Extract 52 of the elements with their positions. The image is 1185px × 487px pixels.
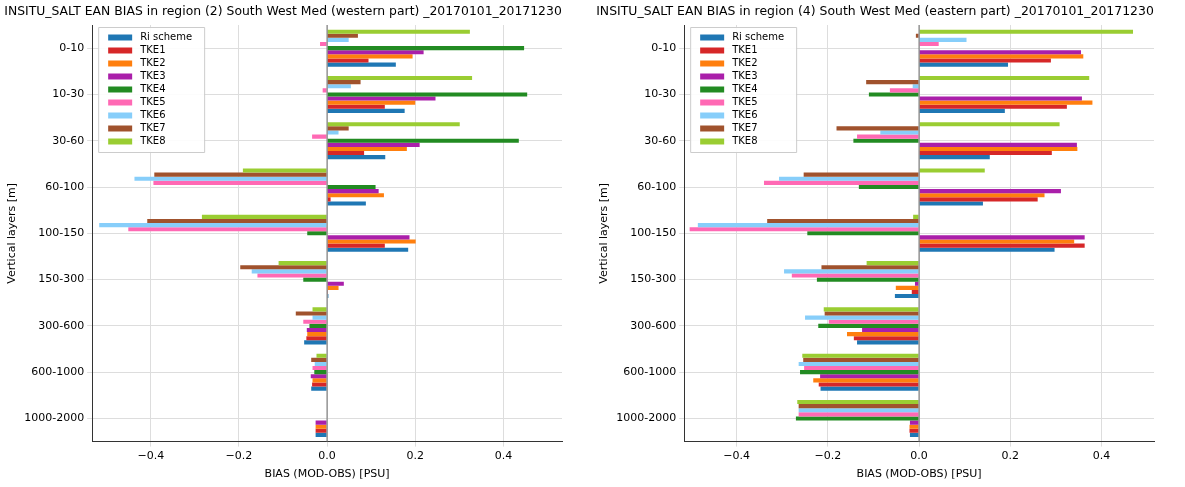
y-axis-title: Vertical layers [m] (597, 182, 611, 284)
x-axis-title: BIAS (MOD-OBS) [PSU] (264, 467, 390, 481)
x-tick-label: −0.2 (814, 449, 842, 463)
x-tick-label: 0.2 (1001, 449, 1020, 463)
x-tick-label: 0.4 (494, 449, 513, 463)
x-tick-label: −0.4 (137, 449, 165, 463)
legend-label: TKE6 (139, 109, 166, 121)
y-tick-label: 60-100 (45, 179, 85, 193)
legend-label: TKE8 (139, 135, 166, 147)
y-tick-label: 1000-2000 (616, 411, 677, 425)
legend-label: TKE2 (139, 57, 166, 69)
legend-label: TKE5 (731, 96, 758, 108)
legend-label: TKE4 (139, 83, 166, 95)
y-tick-label: 30-60 (52, 133, 85, 147)
y-tick-label: 300-600 (38, 318, 85, 332)
y-tick-label: 100-150 (38, 226, 85, 240)
legend-label: TKE8 (731, 135, 758, 147)
x-axis-title: BIAS (MOD-OBS) [PSU] (856, 467, 982, 481)
legend-label: TKE7 (139, 122, 166, 134)
y-tick-label: 0-10 (59, 41, 85, 54)
legend-label: TKE5 (139, 96, 166, 108)
x-tick-label: 0.2 (406, 449, 424, 463)
x-tick-label: 0.4 (1092, 449, 1111, 463)
chart-title: INSITU_SALT EAN BIAS in region (2) South West Med (western part) _20170101_20171230 (4, 2, 562, 18)
y-tick-label: 100-150 (630, 226, 677, 240)
y-tick-label: 30-60 (644, 133, 677, 147)
y-tick-label: 600-1000 (623, 365, 677, 379)
legend-label: Ri scheme (732, 31, 785, 43)
y-tick-label: 300-600 (630, 318, 677, 332)
y-tick-label: 150-300 (630, 272, 677, 286)
y-tick-label: 0-10 (651, 41, 677, 54)
y-tick-label: 60-100 (637, 179, 677, 193)
legend-label: Ri scheme (140, 31, 193, 43)
y-tick-label: 10-30 (644, 87, 677, 101)
legend-label: TKE1 (139, 44, 166, 56)
y-tick-label: 600-1000 (31, 365, 85, 379)
legend-label: TKE2 (731, 57, 758, 69)
legend-label: TKE6 (731, 109, 758, 121)
y-tick-label: 10-30 (52, 87, 85, 101)
y-tick-label: 150-300 (38, 272, 85, 286)
legend-label: TKE3 (731, 70, 758, 82)
legend-label: TKE7 (731, 122, 758, 134)
x-tick-label: −0.2 (225, 449, 253, 463)
legend-label: TKE3 (139, 70, 166, 82)
legend-label: TKE4 (731, 83, 758, 95)
y-tick-label: 1000-2000 (24, 411, 85, 425)
x-tick-label: 0.0 (910, 449, 928, 463)
x-tick-label: −0.4 (723, 449, 750, 463)
x-tick-label: 0.0 (318, 449, 336, 463)
y-axis-title: Vertical layers [m] (5, 182, 19, 284)
legend-label: TKE1 (731, 44, 758, 56)
chart-title: INSITU_SALT EAN BIAS in region (4) South West Med (eastern part) _20170101_20171230 (596, 2, 1154, 18)
